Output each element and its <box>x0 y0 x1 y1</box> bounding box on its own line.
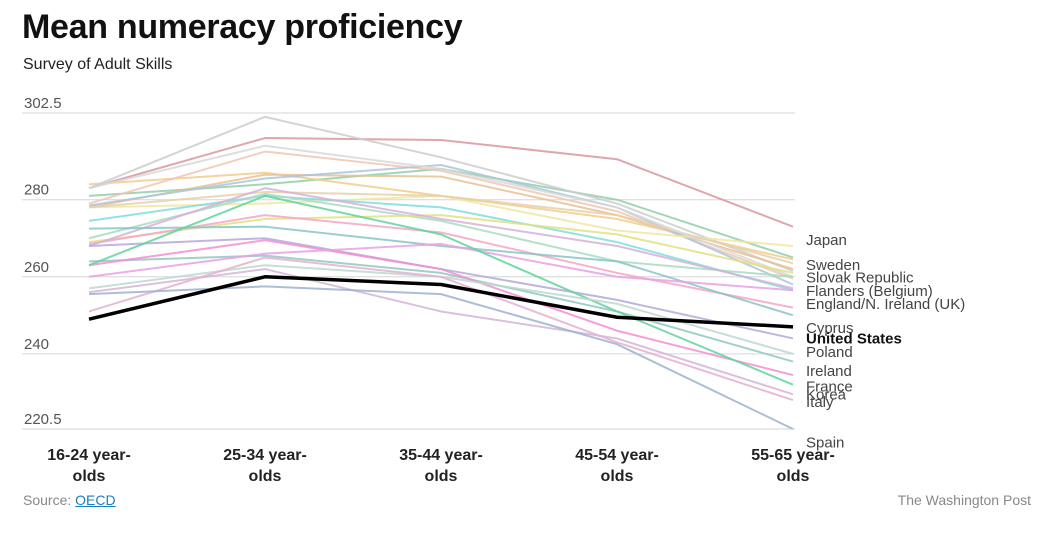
x-tick-label: 45-54 year-olds <box>575 447 659 485</box>
end-label: Korea <box>806 386 847 403</box>
series-line-unnamed <box>88 243 794 292</box>
y-tick-label: 260 <box>24 259 49 276</box>
end-label: Cyprus <box>806 320 854 337</box>
end-label: Slovak Republic <box>806 270 914 287</box>
y-tick-label: 240 <box>24 336 49 353</box>
series-line-ireland <box>88 239 794 377</box>
x-tick-label: 16-24 year-olds <box>47 447 131 485</box>
y-tick-label: 302.5 <box>24 95 62 112</box>
credit-text: The Washington Post <box>897 492 1031 508</box>
end-label: Italy <box>806 394 834 411</box>
series-line-united-states <box>88 275 794 329</box>
series-line-spain <box>88 285 794 430</box>
line-chart: 302.5 280 260 240 220.5 16-24 year-olds 25-34 … <box>22 95 965 485</box>
series-line-poland <box>88 254 794 363</box>
series-line-slovak-republic <box>88 115 794 272</box>
source-link[interactable]: OECD <box>75 492 116 508</box>
series-line-france <box>88 194 794 386</box>
x-tick-label: 25-34 year-olds <box>223 447 307 485</box>
series-line-unnamed <box>88 187 794 290</box>
end-label: England/N. Ireland (UK) <box>806 296 965 313</box>
series-line-unnamed <box>88 268 794 396</box>
chart-subtitle: Survey of Adult Skills <box>23 56 173 73</box>
end-label: United States <box>806 330 902 347</box>
source-note: Source: OECD <box>23 492 116 508</box>
source-label: Source: <box>23 492 72 508</box>
series-line-unnamed <box>88 256 794 402</box>
series-line-cyprus <box>88 225 794 317</box>
chart-title: Mean numeracy proficiency <box>22 8 463 46</box>
end-label: France <box>806 379 853 396</box>
end-label: Poland <box>806 344 853 361</box>
y-tick-label: 220.5 <box>24 411 62 428</box>
end-label: Spain <box>806 434 844 451</box>
series-line-japan <box>88 137 794 228</box>
end-label: Sweden <box>806 257 860 274</box>
series-line-unnamed <box>88 192 794 278</box>
end-label: Flanders (Belgium) <box>806 283 933 300</box>
x-tick-label: 35-44 year-olds <box>399 447 483 485</box>
x-tick-label: 55-65 year-olds <box>751 447 835 485</box>
series-line-unnamed <box>88 214 794 309</box>
end-label: Japan <box>806 232 847 249</box>
series-line-unnamed <box>88 144 794 278</box>
series-line-england-n-ireland-uk- <box>88 194 794 292</box>
series-line-flanders-belgium- <box>88 164 794 286</box>
y-tick-label: 280 <box>24 182 49 199</box>
end-label: Ireland <box>806 363 852 380</box>
